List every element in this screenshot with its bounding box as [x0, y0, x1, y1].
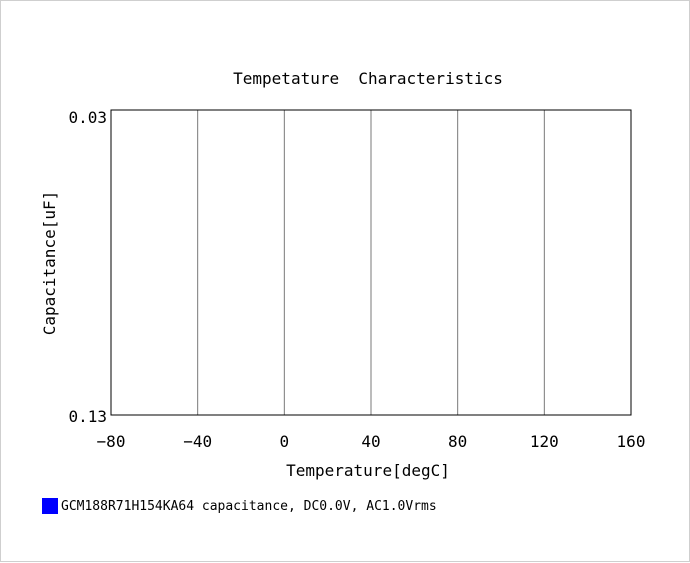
x-axis-label: Temperature[degC] [286, 461, 450, 480]
y-tick-label-top: 0.03 [68, 108, 107, 127]
legend-label: GCM188R71H154KA64 capacitance, DC0.0V, A… [61, 498, 437, 514]
y-tick-label-bottom: 0.13 [68, 407, 107, 426]
chart-title: Tempetature Characteristics [233, 69, 503, 88]
x-tick-label: 0 [280, 432, 290, 451]
x-tick-label: 40 [361, 432, 380, 451]
x-tick-label: −40 [183, 432, 212, 451]
x-tick-label: 120 [530, 432, 559, 451]
legend: GCM188R71H154KA64 capacitance, DC0.0V, A… [42, 498, 437, 514]
x-tick-label: −80 [97, 432, 126, 451]
x-tick-label: 80 [448, 432, 467, 451]
legend-swatch [42, 498, 58, 514]
x-tick-label: 160 [617, 432, 646, 451]
y-axis-label: Capacitance[uF] [40, 191, 59, 336]
plot-area [110, 109, 632, 416]
